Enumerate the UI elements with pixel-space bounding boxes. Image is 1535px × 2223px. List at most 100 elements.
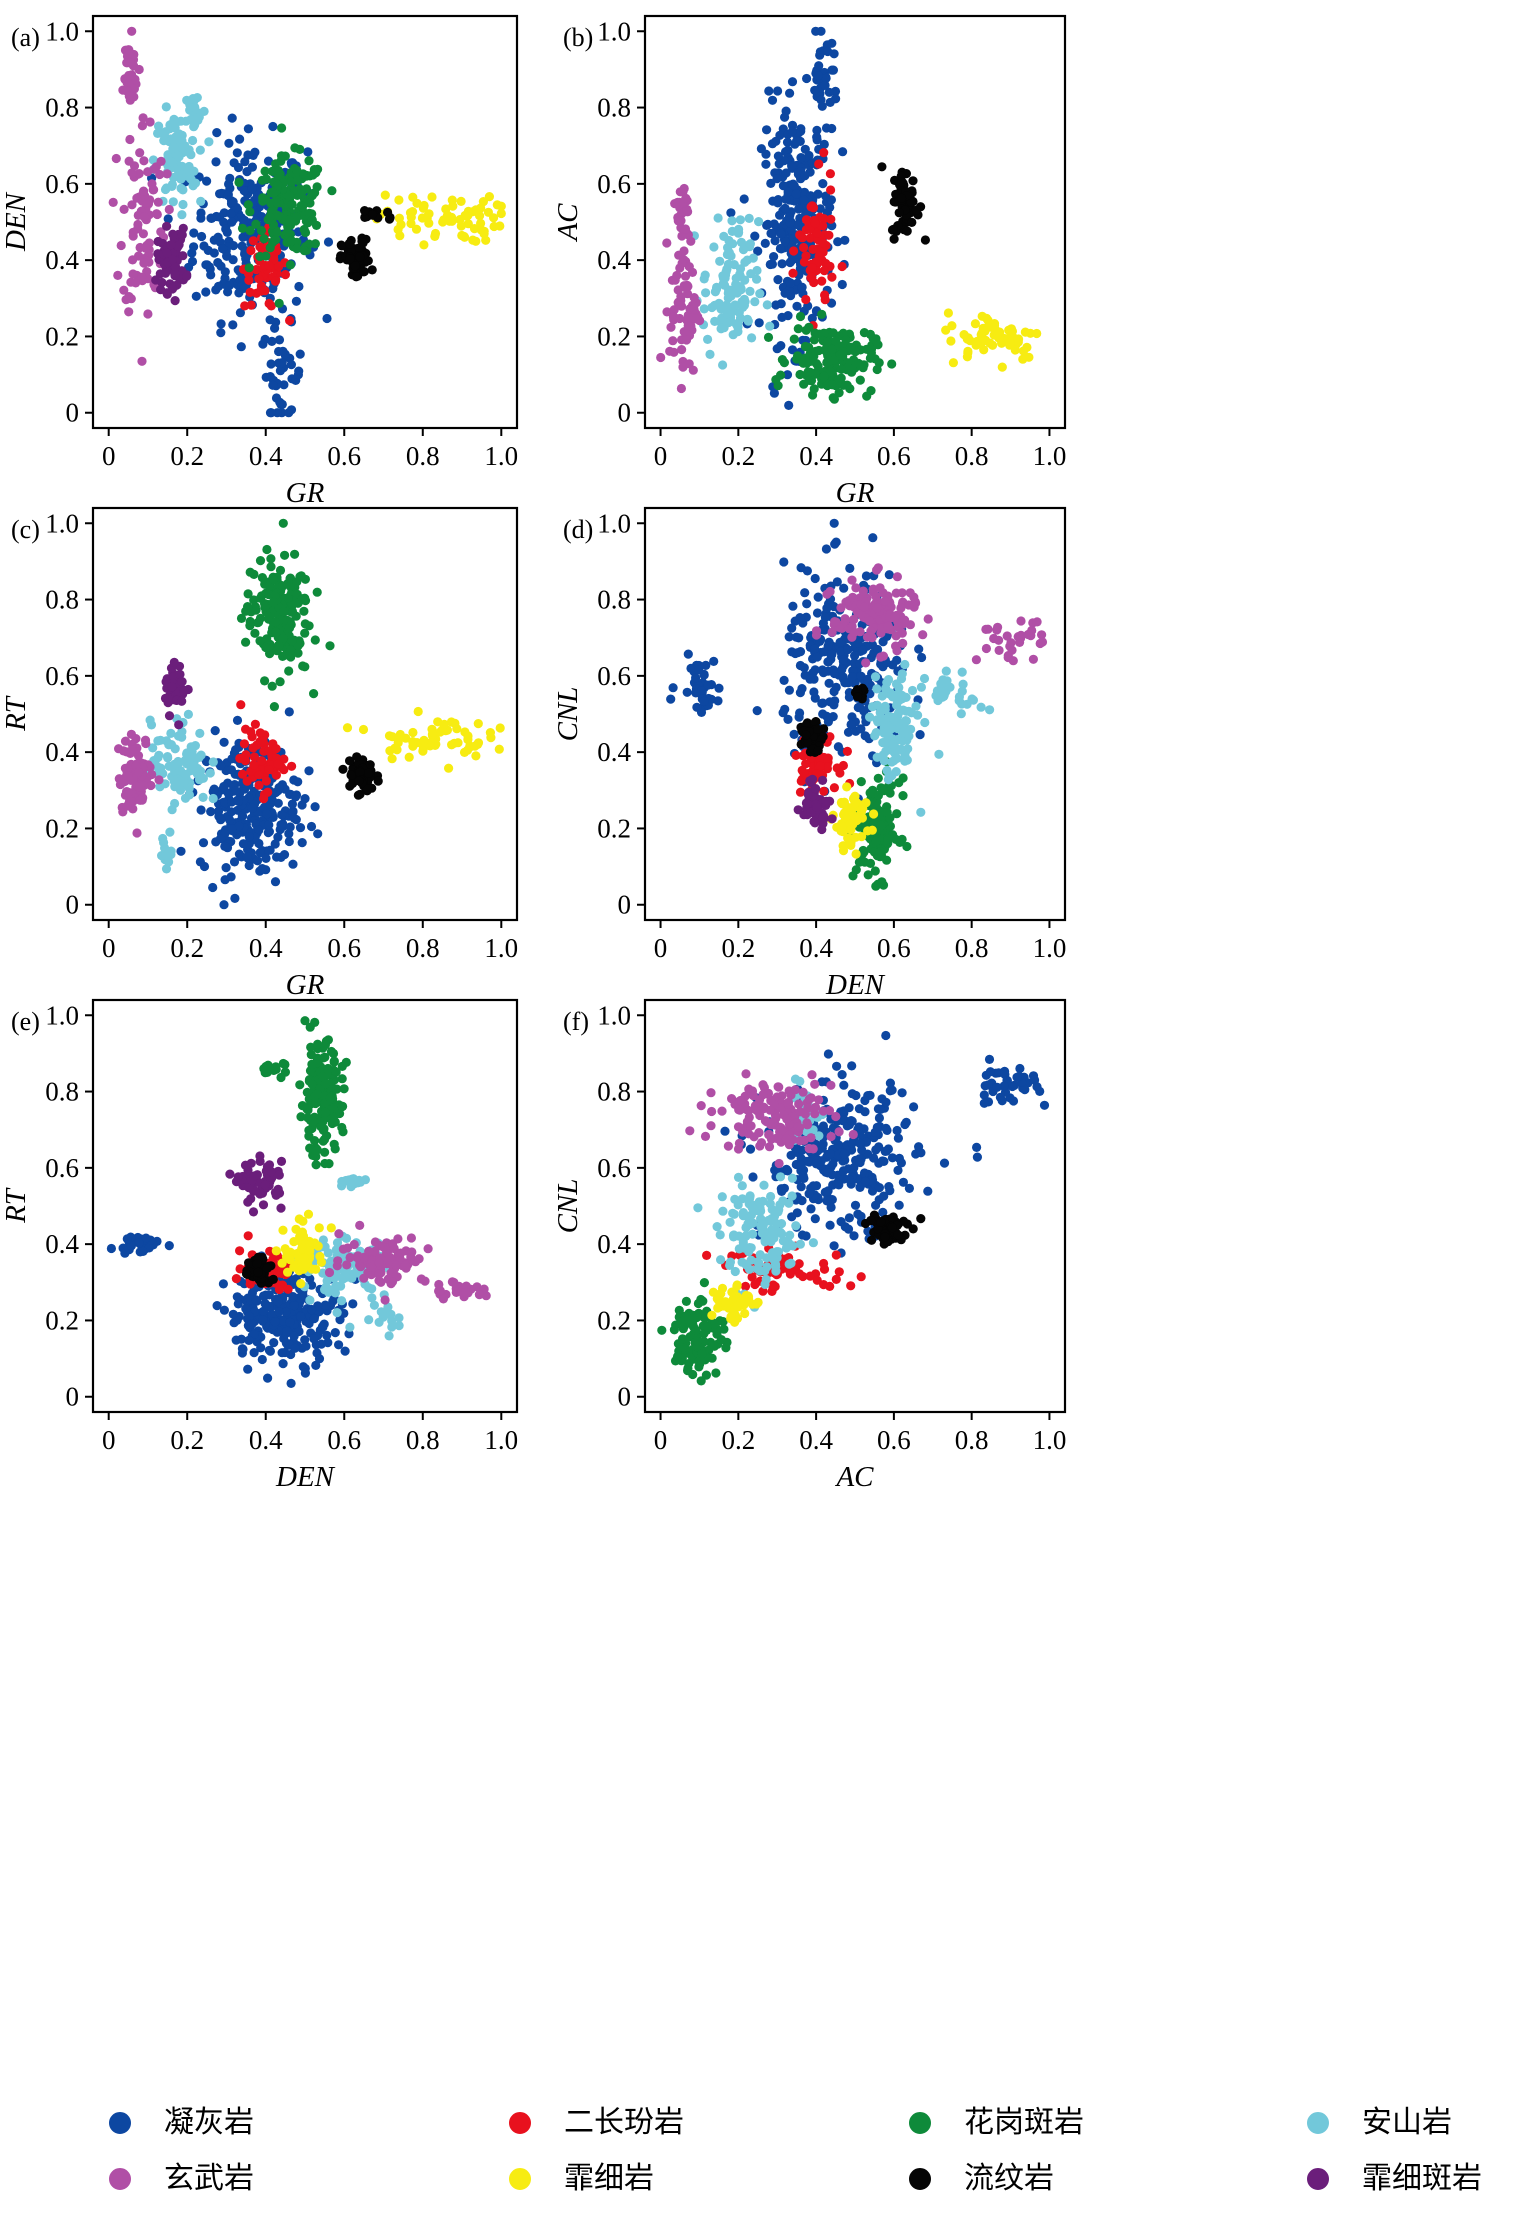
- data-point: [303, 1113, 313, 1123]
- data-point: [267, 336, 277, 346]
- data-point: [280, 550, 290, 560]
- data-point: [839, 1080, 849, 1090]
- data-point: [843, 833, 853, 843]
- data-point: [236, 613, 247, 624]
- data-point: [208, 793, 218, 804]
- data-point: [323, 1248, 333, 1258]
- data-point: [810, 85, 820, 95]
- data-point: [794, 204, 804, 214]
- data-point: [255, 848, 265, 858]
- data-point: [308, 170, 318, 180]
- data-point: [818, 179, 828, 189]
- x-tick-label: 0.4: [799, 441, 833, 471]
- data-point: [850, 791, 860, 801]
- data-point: [260, 166, 270, 176]
- data-point: [814, 159, 824, 169]
- data-point: [297, 838, 307, 848]
- y-tick-label: 0.2: [597, 813, 631, 843]
- data-point: [438, 1294, 448, 1304]
- data-point: [244, 832, 254, 842]
- data-point: [810, 665, 820, 675]
- data-point: [822, 337, 832, 347]
- data-point: [813, 746, 823, 756]
- data-point: [275, 397, 285, 407]
- data-point: [153, 197, 163, 207]
- data-point: [351, 272, 361, 282]
- data-point: [847, 575, 857, 585]
- data-point: [237, 769, 248, 779]
- data-point: [718, 271, 728, 281]
- data-point: [286, 405, 297, 415]
- data-point: [153, 128, 163, 138]
- data-point: [134, 767, 144, 777]
- data-point: [293, 777, 303, 787]
- data-point: [277, 123, 287, 133]
- data-point: [1018, 346, 1029, 356]
- data-point: [976, 702, 986, 712]
- data-point: [829, 783, 840, 793]
- data-point: [224, 138, 234, 148]
- data-point: [770, 1165, 780, 1175]
- data-point: [276, 820, 286, 830]
- data-point: [190, 762, 200, 773]
- data-point: [270, 617, 280, 627]
- data-point: [128, 255, 138, 265]
- data-point: [823, 753, 833, 763]
- data-point: [367, 1293, 377, 1303]
- data-point: [275, 366, 285, 376]
- data-point: [294, 281, 304, 292]
- data-point: [206, 270, 216, 280]
- data-point: [881, 683, 891, 694]
- data-point: [216, 815, 226, 825]
- data-point: [167, 284, 177, 294]
- data-point: [330, 1328, 340, 1338]
- data-point: [260, 602, 270, 613]
- data-point: [856, 724, 866, 734]
- data-point: [810, 218, 820, 228]
- x-tick-label: 0.8: [955, 933, 989, 963]
- plot-frame: [91, 998, 519, 1414]
- data-point: [829, 394, 840, 404]
- data-point: [793, 351, 803, 361]
- data-point: [1037, 630, 1047, 640]
- data-point: [817, 698, 827, 709]
- data-point: [809, 384, 819, 394]
- data-point: [187, 256, 198, 267]
- data-point: [263, 1373, 273, 1383]
- data-point: [697, 686, 707, 696]
- data-point: [367, 265, 377, 275]
- data-point: [837, 799, 847, 809]
- point-layer: [657, 1030, 1050, 1386]
- data-point: [806, 1204, 816, 1214]
- data-point: [672, 270, 682, 281]
- data-point: [840, 678, 850, 688]
- data-point: [897, 834, 907, 845]
- data-point: [795, 688, 806, 698]
- data-point: [272, 198, 282, 208]
- data-point: [380, 1310, 390, 1320]
- data-point: [775, 243, 786, 254]
- data-point: [896, 193, 907, 203]
- data-point: [313, 1039, 323, 1049]
- data-point: [867, 825, 877, 835]
- data-point: [287, 606, 298, 617]
- data-point: [285, 260, 295, 270]
- data-point: [817, 309, 827, 319]
- data-point: [755, 289, 765, 299]
- data-point: [230, 893, 240, 904]
- data-point: [738, 302, 748, 312]
- data-point: [849, 811, 859, 821]
- data-point: [885, 1078, 896, 1088]
- data-point: [318, 1322, 328, 1332]
- data-point: [856, 777, 866, 787]
- data-point: [880, 596, 890, 606]
- data-point: [710, 287, 721, 297]
- data-point: [684, 359, 694, 369]
- data-point: [946, 336, 956, 346]
- point-layer: [108, 26, 506, 418]
- y-tick-label: 1.0: [45, 1000, 79, 1030]
- data-point: [234, 821, 244, 831]
- data-point: [127, 745, 137, 755]
- data-point: [157, 277, 167, 288]
- data-point: [679, 183, 689, 194]
